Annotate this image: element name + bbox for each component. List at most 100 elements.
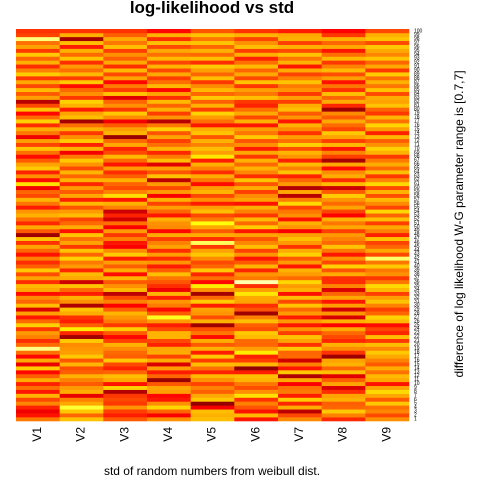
heatmap-cell <box>365 221 410 226</box>
heatmap-cell <box>16 142 60 147</box>
heatmap-cell <box>16 87 60 93</box>
heatmap-cell <box>147 174 191 179</box>
heatmap-cell <box>321 272 366 277</box>
heatmap-cell <box>147 291 191 296</box>
row-tick-label: 46 <box>414 240 420 246</box>
heatmap-cell <box>16 248 60 253</box>
heatmap-cell <box>59 36 104 42</box>
row-tick-label: 34 <box>414 287 420 293</box>
heatmap-cell <box>59 275 104 281</box>
heatmap-cell <box>59 291 104 296</box>
heatmap-cell <box>321 40 366 45</box>
heatmap-cell <box>16 95 60 100</box>
heatmap-cell <box>234 358 279 363</box>
heatmap-cell <box>190 119 235 124</box>
heatmap-cell <box>278 319 322 324</box>
heatmap-cell <box>103 370 148 375</box>
heatmap-cell <box>147 248 191 253</box>
heatmap-cell <box>278 228 322 234</box>
heatmap-cell <box>234 83 279 89</box>
heatmap-cell <box>365 248 410 253</box>
row-tick-label: 63 <box>414 173 420 179</box>
heatmap-cell <box>278 236 322 241</box>
heatmap-cell <box>234 213 279 218</box>
heatmap-cell <box>365 29 410 34</box>
row-tick-label: 18 <box>414 350 420 356</box>
heatmap-cell <box>147 201 191 206</box>
heatmap-cell <box>59 138 104 143</box>
heatmap-cell <box>365 68 410 73</box>
heatmap-cell <box>278 240 322 245</box>
heatmap-cell <box>278 326 322 332</box>
heatmap-cell <box>103 385 148 390</box>
heatmap-cell <box>365 95 410 100</box>
heatmap-cell <box>147 60 191 65</box>
row-tick-label: 35 <box>414 283 420 289</box>
heatmap-cell <box>16 319 60 324</box>
heatmap-cell <box>59 272 104 277</box>
heatmap-cell <box>365 225 410 230</box>
heatmap-cell <box>59 60 104 65</box>
heatmap-cell <box>365 142 410 147</box>
heatmap-cell <box>59 52 104 57</box>
heatmap-cell <box>147 244 191 249</box>
heatmap-cell <box>16 307 60 312</box>
heatmap-cell <box>278 119 322 124</box>
heatmap-cell <box>147 170 191 175</box>
heatmap-cell <box>278 393 322 398</box>
heatmap-cell <box>234 32 279 38</box>
heatmap-cell <box>59 264 104 269</box>
heatmap-cell <box>321 362 366 367</box>
heatmap-cell <box>16 123 60 128</box>
heatmap-cell <box>59 362 104 367</box>
heatmap-cell <box>190 232 235 238</box>
heatmap-cell <box>147 107 191 112</box>
row-tick-label: 38 <box>414 271 420 277</box>
heatmap-cell <box>147 119 191 124</box>
heatmap-cell <box>103 174 148 179</box>
heatmap-cell <box>365 83 410 89</box>
heatmap-cell <box>59 170 104 175</box>
heatmap-cell <box>278 279 322 285</box>
heatmap-cell <box>103 268 148 273</box>
heatmap-cell <box>234 209 279 214</box>
heatmap-cell <box>16 397 60 402</box>
heatmap-cell <box>103 346 148 351</box>
heatmap-cell <box>365 272 410 277</box>
heatmap-cell <box>321 76 366 81</box>
heatmap-cell <box>365 358 410 363</box>
heatmap-cell <box>321 103 366 108</box>
heatmap-cell <box>278 252 322 257</box>
row-tick-label: 81 <box>414 103 420 109</box>
heatmap-cell <box>234 315 279 320</box>
heatmap-cell <box>103 366 148 371</box>
heatmap-cell <box>234 138 279 143</box>
heatmap-cell <box>147 409 191 414</box>
heatmap-cell <box>16 366 60 371</box>
heatmap-cell <box>103 130 148 136</box>
heatmap-cell <box>59 127 104 132</box>
heatmap-cell <box>59 260 104 265</box>
heatmap-cell <box>59 217 104 222</box>
heatmap-cell <box>365 236 410 241</box>
heatmap-cell <box>147 397 191 402</box>
heatmap-cell <box>321 413 366 418</box>
heatmap-cell <box>103 405 148 410</box>
heatmap-cell <box>321 193 366 198</box>
row-tick-label: 12 <box>414 373 420 379</box>
row-tick-label: 25 <box>414 322 420 328</box>
heatmap-cell <box>190 130 235 136</box>
heatmap-cell <box>365 193 410 198</box>
heatmap-cell <box>365 111 410 116</box>
heatmap-cell <box>234 393 279 398</box>
heatmap-cell <box>103 334 148 339</box>
heatmap-cell <box>147 32 191 38</box>
heatmap-cell <box>147 401 191 406</box>
heatmap-cell <box>16 291 60 296</box>
heatmap-cell <box>278 307 322 312</box>
heatmap-cell <box>278 44 322 49</box>
heatmap-cell <box>190 170 235 175</box>
heatmap-cell <box>190 221 235 226</box>
heatmap-cell <box>278 174 322 179</box>
heatmap-cell <box>321 377 366 383</box>
